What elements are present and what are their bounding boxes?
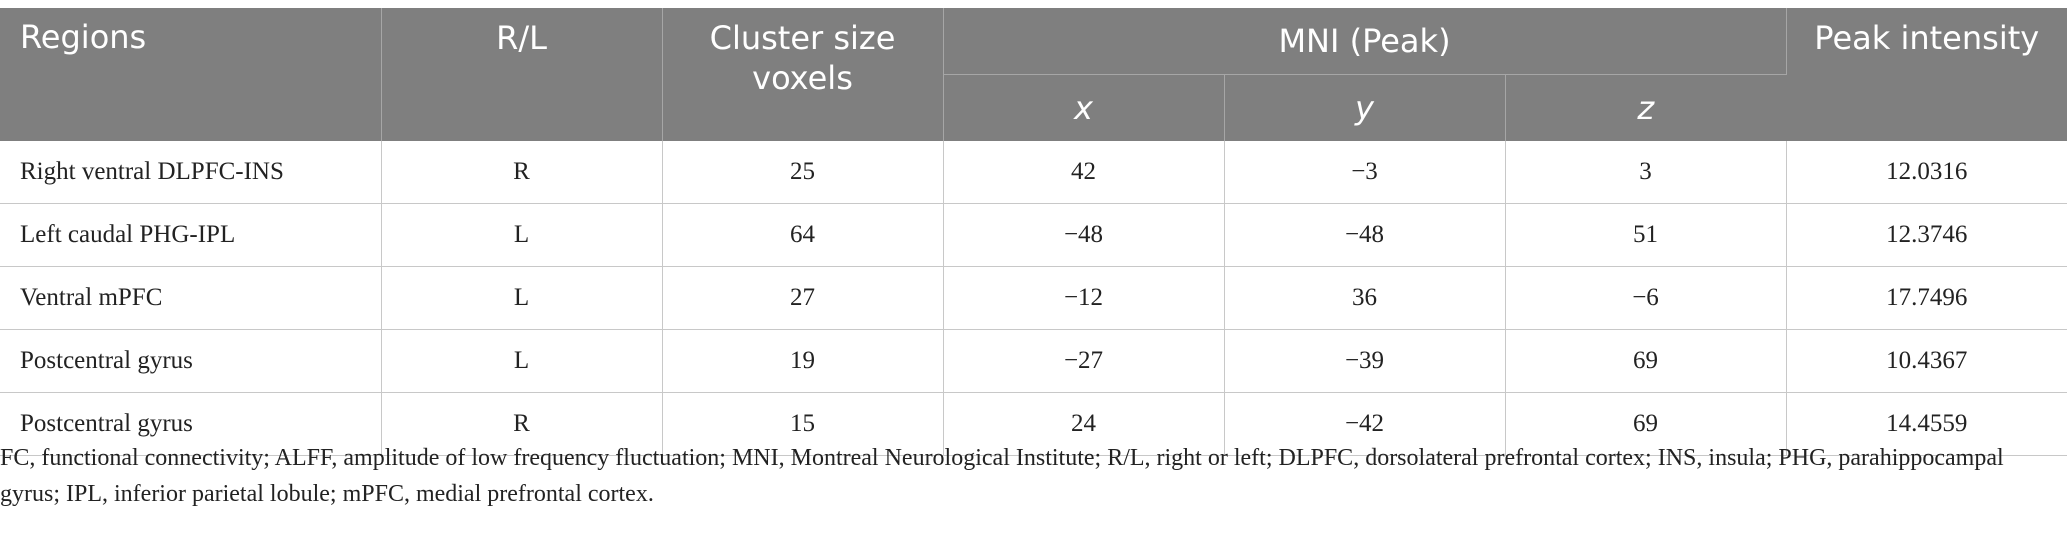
cell-cluster: 19 [662, 329, 944, 393]
header-y: y [1224, 74, 1506, 141]
cell-y: 36 [1224, 266, 1506, 330]
header-regions: Regions [0, 8, 382, 141]
cell-cluster: 25 [662, 141, 944, 204]
table-row: Ventral mPFC L 27 −12 36 −6 17.7496 [0, 266, 2067, 330]
cell-rl: L [381, 203, 663, 267]
cell-z: 51 [1505, 203, 1787, 267]
cell-rl: L [381, 266, 663, 330]
cell-rl: L [381, 329, 663, 393]
table-header: Regions R/L Cluster size voxels MNI (Pea… [0, 8, 2067, 141]
header-x: x [943, 74, 1225, 141]
cell-rl: R [381, 141, 663, 204]
cell-x: −27 [943, 329, 1225, 393]
table-row: Left caudal PHG-IPL L 64 −48 −48 51 12.3… [0, 203, 2067, 267]
cell-peak: 14.4559 [1786, 392, 2067, 456]
cell-rl: R [381, 392, 663, 456]
cell-region: Left caudal PHG-IPL [0, 203, 382, 267]
cell-peak: 17.7496 [1786, 266, 2067, 330]
header-cluster-size: Cluster size voxels [662, 8, 944, 141]
cell-peak: 12.3746 [1786, 203, 2067, 267]
header-rl: R/L [381, 8, 663, 141]
cell-region: Right ventral DLPFC-INS [0, 141, 382, 204]
header-z: z [1505, 74, 1786, 141]
cell-z: 3 [1505, 141, 1787, 204]
cell-y: −39 [1224, 329, 1506, 393]
table-row: Postcentral gyrus R 15 24 −42 69 14.4559 [0, 392, 2067, 456]
header-mni-peak: MNI (Peak) [943, 8, 1787, 75]
cell-x: 24 [943, 392, 1225, 456]
cell-y: −3 [1224, 141, 1506, 204]
cell-y: −42 [1224, 392, 1506, 456]
cell-z: 69 [1505, 392, 1787, 456]
table-row: Postcentral gyrus L 19 −27 −39 69 10.436… [0, 329, 2067, 393]
results-table: Regions R/L Cluster size voxels MNI (Pea… [0, 8, 2067, 456]
table-footnote: FC, functional connectivity; ALFF, ampli… [0, 445, 2004, 507]
cell-x: −48 [943, 203, 1225, 267]
cell-cluster: 64 [662, 203, 944, 267]
cell-x: 42 [943, 141, 1225, 204]
cell-region: Ventral mPFC [0, 266, 382, 330]
cell-x: −12 [943, 266, 1225, 330]
cell-cluster: 27 [662, 266, 944, 330]
cell-z: 69 [1505, 329, 1787, 393]
cell-region: Postcentral gyrus [0, 392, 382, 456]
cell-z: −6 [1505, 266, 1787, 330]
header-peak-intensity: Peak intensity [1786, 8, 2067, 141]
results-table-container: Regions R/L Cluster size voxels MNI (Pea… [0, 8, 2067, 456]
table-body: Right ventral DLPFC-INS R 25 42 −3 3 12.… [0, 141, 2067, 456]
table-row: Right ventral DLPFC-INS R 25 42 −3 3 12.… [0, 141, 2067, 204]
cell-region: Postcentral gyrus [0, 329, 382, 393]
cell-peak: 10.4367 [1786, 329, 2067, 393]
cell-peak: 12.0316 [1786, 141, 2067, 204]
cell-cluster: 15 [662, 392, 944, 456]
cell-y: −48 [1224, 203, 1506, 267]
